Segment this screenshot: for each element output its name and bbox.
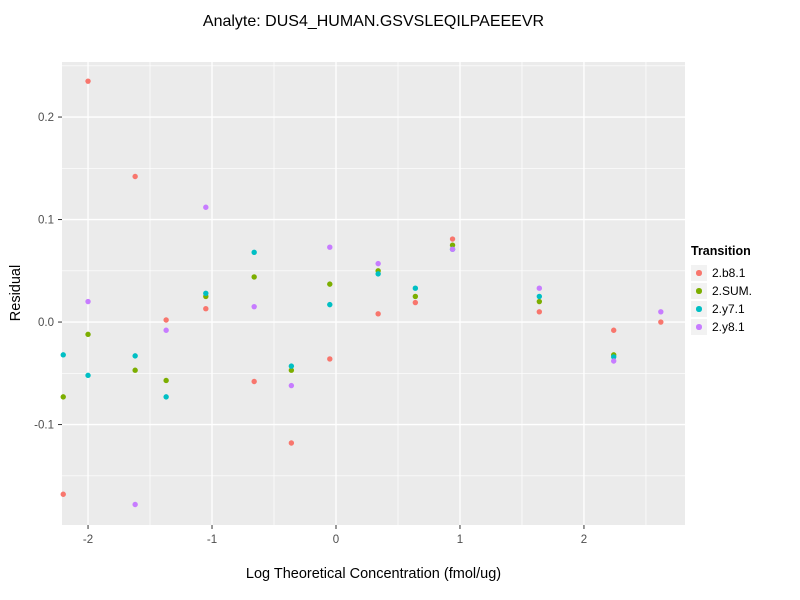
data-point-2.SUM.	[251, 274, 257, 280]
data-point-2.y8.1	[611, 358, 617, 364]
legend-items: 2.b8.1 2.SUM. 2.y7.1 2.y8.1	[691, 264, 752, 336]
x-tick-label: 2	[581, 534, 587, 546]
data-point-2.y7.1	[611, 354, 617, 360]
data-point-2.y8.1	[203, 204, 209, 210]
legend-title: Transition	[691, 244, 751, 258]
data-point-2.y7.1	[327, 301, 333, 308]
y-tick-label: 0.2	[38, 112, 54, 124]
data-point-2.y7.1	[203, 290, 209, 297]
data-point-2.b8.1	[288, 440, 295, 446]
data-point-2.y8.1	[375, 260, 381, 267]
data-point-2.y8.1	[288, 382, 295, 389]
data-point-2.y7.1	[375, 271, 381, 277]
data-point-2.y8.1	[132, 501, 138, 508]
legend-item-label: 2.y8.1	[712, 320, 745, 334]
data-point-2.y8.1	[85, 298, 91, 305]
legend-item: 2.b8.1	[691, 264, 752, 282]
x-tick-label: 0	[333, 534, 339, 546]
data-point-2.y7.1	[85, 372, 91, 379]
data-point-2.b8.1	[163, 317, 169, 323]
legend-swatch-dot	[696, 324, 702, 330]
data-point-2.y7.1	[251, 249, 257, 256]
legend-item-label: 2.y7.1	[712, 302, 745, 316]
chart-title: Analyte: DUS4_HUMAN.GSVSLEQILPAEEEVR	[202, 13, 545, 30]
data-point-2.SUM.	[412, 293, 419, 300]
data-point-2.y8.1	[536, 285, 543, 291]
legend-item: 2.SUM.	[691, 282, 752, 300]
data-point-2.y8.1	[327, 244, 333, 250]
y-tick-label: 0.1	[38, 215, 54, 227]
x-tick-label: -1	[207, 534, 217, 546]
data-point-2.SUM.	[327, 281, 333, 287]
data-point-2.SUM.	[132, 367, 138, 373]
data-point-2.b8.1	[251, 378, 257, 385]
legend-key	[691, 301, 707, 317]
data-point-2.y7.1	[412, 285, 419, 291]
legend-swatch-dot	[696, 270, 702, 276]
legend-item-label: 2.b8.1	[712, 266, 746, 280]
data-point-2.y7.1	[163, 394, 169, 400]
data-point-2.b8.1	[203, 306, 209, 312]
data-point-2.y7.1	[288, 363, 295, 369]
data-point-2.y7.1	[132, 353, 138, 359]
y-tick-label: 0.0	[38, 317, 54, 329]
legend: Transition 2.b8.1 2.SUM. 2.y7.1 2.y8.1	[691, 244, 752, 336]
legend-swatch-dot	[696, 306, 702, 312]
y-axis-title: Residual	[8, 264, 24, 322]
y-tick-label: -0.1	[34, 420, 54, 432]
legend-key	[691, 283, 707, 299]
data-point-2.b8.1	[85, 78, 91, 84]
data-point-2.SUM.	[60, 394, 66, 400]
data-point-2.SUM.	[85, 331, 91, 338]
data-point-2.SUM.	[163, 377, 169, 384]
x-axis-title: Log Theoretical Concentration (fmol/ug)	[245, 566, 502, 582]
data-point-2.b8.1	[60, 491, 66, 497]
legend-item: 2.y7.1	[691, 300, 752, 318]
data-point-2.b8.1	[412, 299, 419, 306]
data-point-2.b8.1	[375, 311, 381, 317]
plot-panel	[62, 62, 685, 525]
data-point-2.SUM.	[449, 242, 456, 248]
data-point-2.y8.1	[658, 309, 664, 315]
data-point-2.b8.1	[327, 356, 333, 362]
legend-key	[691, 319, 707, 335]
data-point-2.y7.1	[60, 352, 66, 358]
data-point-2.y8.1	[163, 327, 169, 333]
x-tick-label: -2	[83, 534, 93, 546]
data-point-2.SUM.	[536, 298, 543, 305]
legend-item-label: 2.SUM.	[712, 284, 753, 298]
legend-key	[691, 265, 707, 281]
data-point-2.b8.1	[536, 309, 543, 315]
data-point-2.b8.1	[658, 319, 664, 325]
legend-item: 2.y8.1	[691, 318, 752, 336]
data-point-2.b8.1	[132, 173, 138, 180]
data-point-2.b8.1	[611, 327, 617, 333]
data-point-2.y8.1	[251, 303, 257, 310]
data-point-2.y8.1	[449, 246, 456, 252]
legend-swatch-dot	[696, 288, 702, 294]
data-point-2.b8.1	[449, 236, 456, 242]
x-tick-label: 1	[457, 534, 463, 546]
data-point-2.SUM.	[288, 367, 295, 373]
data-point-2.y7.1	[536, 293, 543, 300]
